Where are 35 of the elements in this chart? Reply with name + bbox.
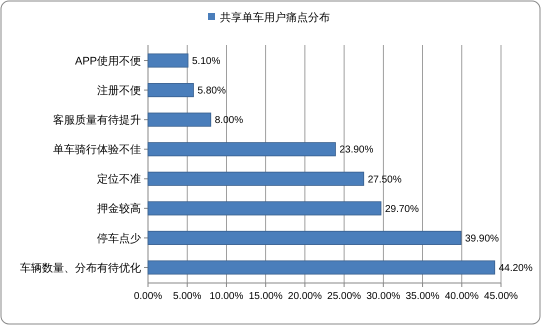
x-tick-label: 35.00% (406, 291, 440, 302)
y-tick-label: 注册不便 (97, 84, 141, 97)
bar (148, 201, 382, 216)
y-tick-label: APP使用不便 (74, 55, 141, 68)
data-label: 8.00% (214, 115, 244, 126)
x-tick-label: 15.00% (248, 291, 283, 302)
x-tick-label: 40.00% (444, 291, 479, 302)
bar (148, 83, 194, 98)
x-tick-label: 30.00% (366, 291, 400, 302)
x-tick-label: 20.00% (288, 291, 322, 302)
bar (148, 112, 212, 127)
data-label: 5.10% (192, 56, 220, 68)
x-tick-label: 25.00% (327, 291, 362, 302)
data-label: 5.80% (198, 86, 226, 97)
data-label: 44.20% (498, 262, 533, 274)
data-label: 23.90% (339, 144, 374, 156)
y-tick-label: 客服质量有待提升 (53, 114, 141, 126)
bar (148, 142, 336, 156)
bar (148, 53, 188, 68)
x-tick-label: 10.00% (209, 291, 244, 302)
bar (148, 260, 496, 275)
y-tick-label: 停车点少 (97, 232, 141, 245)
y-tick-label: 押金较高 (97, 202, 141, 216)
x-tick-label: 5.00% (173, 291, 202, 302)
y-tick-label: 车辆数量、分布有待优化 (20, 261, 141, 274)
data-label: 39.90% (464, 233, 500, 244)
x-tick-label: 45.00% (484, 291, 518, 302)
legend-label: 共享单车用户痛点分布 (220, 10, 330, 24)
y-tick-label: 单车骑行体验不佳 (53, 143, 141, 156)
x-tick-label: 0.00% (134, 291, 162, 302)
data-label: 29.70% (384, 204, 420, 215)
data-label: 27.50% (368, 174, 402, 186)
bar (148, 172, 364, 186)
y-tick-label: 定位不准 (97, 172, 141, 186)
bar (148, 230, 462, 245)
